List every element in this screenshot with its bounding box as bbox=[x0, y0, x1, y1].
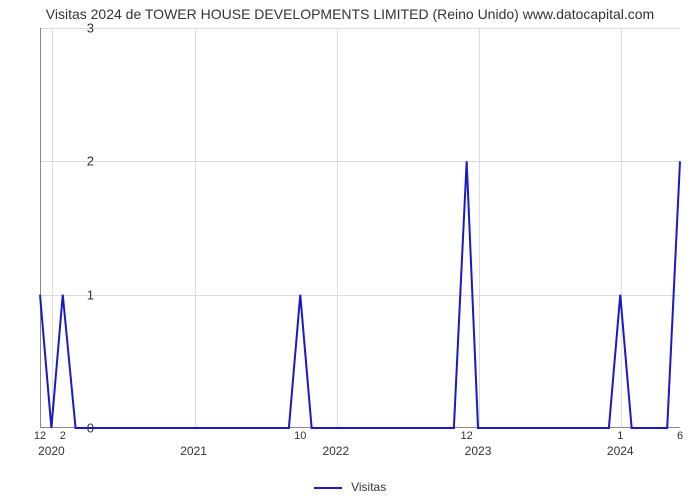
x-tick-major: 2022 bbox=[322, 444, 349, 458]
chart-title: Visitas 2024 de TOWER HOUSE DEVELOPMENTS… bbox=[0, 6, 700, 22]
x-tick-major: 2020 bbox=[38, 444, 65, 458]
x-tick-major: 2024 bbox=[607, 444, 634, 458]
legend-swatch bbox=[314, 487, 342, 489]
x-tick-minor: 6 bbox=[677, 430, 683, 442]
y-tick-label: 1 bbox=[64, 287, 94, 302]
legend: Visitas bbox=[0, 480, 700, 494]
x-tick-major: 2021 bbox=[180, 444, 207, 458]
x-tick-major: 2023 bbox=[465, 444, 492, 458]
y-tick-label: 2 bbox=[64, 154, 94, 169]
line-series bbox=[40, 28, 680, 428]
x-tick-minor: 12 bbox=[34, 430, 46, 442]
y-tick-label: 0 bbox=[64, 421, 94, 436]
x-tick-minor: 1 bbox=[617, 430, 623, 442]
y-tick-label: 3 bbox=[64, 21, 94, 36]
legend-label: Visitas bbox=[351, 480, 386, 494]
x-tick-minor: 12 bbox=[461, 430, 473, 442]
chart-container: Visitas 2024 de TOWER HOUSE DEVELOPMENTS… bbox=[0, 0, 700, 500]
x-tick-minor: 10 bbox=[294, 430, 306, 442]
x-tick-minor: 2 bbox=[60, 430, 66, 442]
